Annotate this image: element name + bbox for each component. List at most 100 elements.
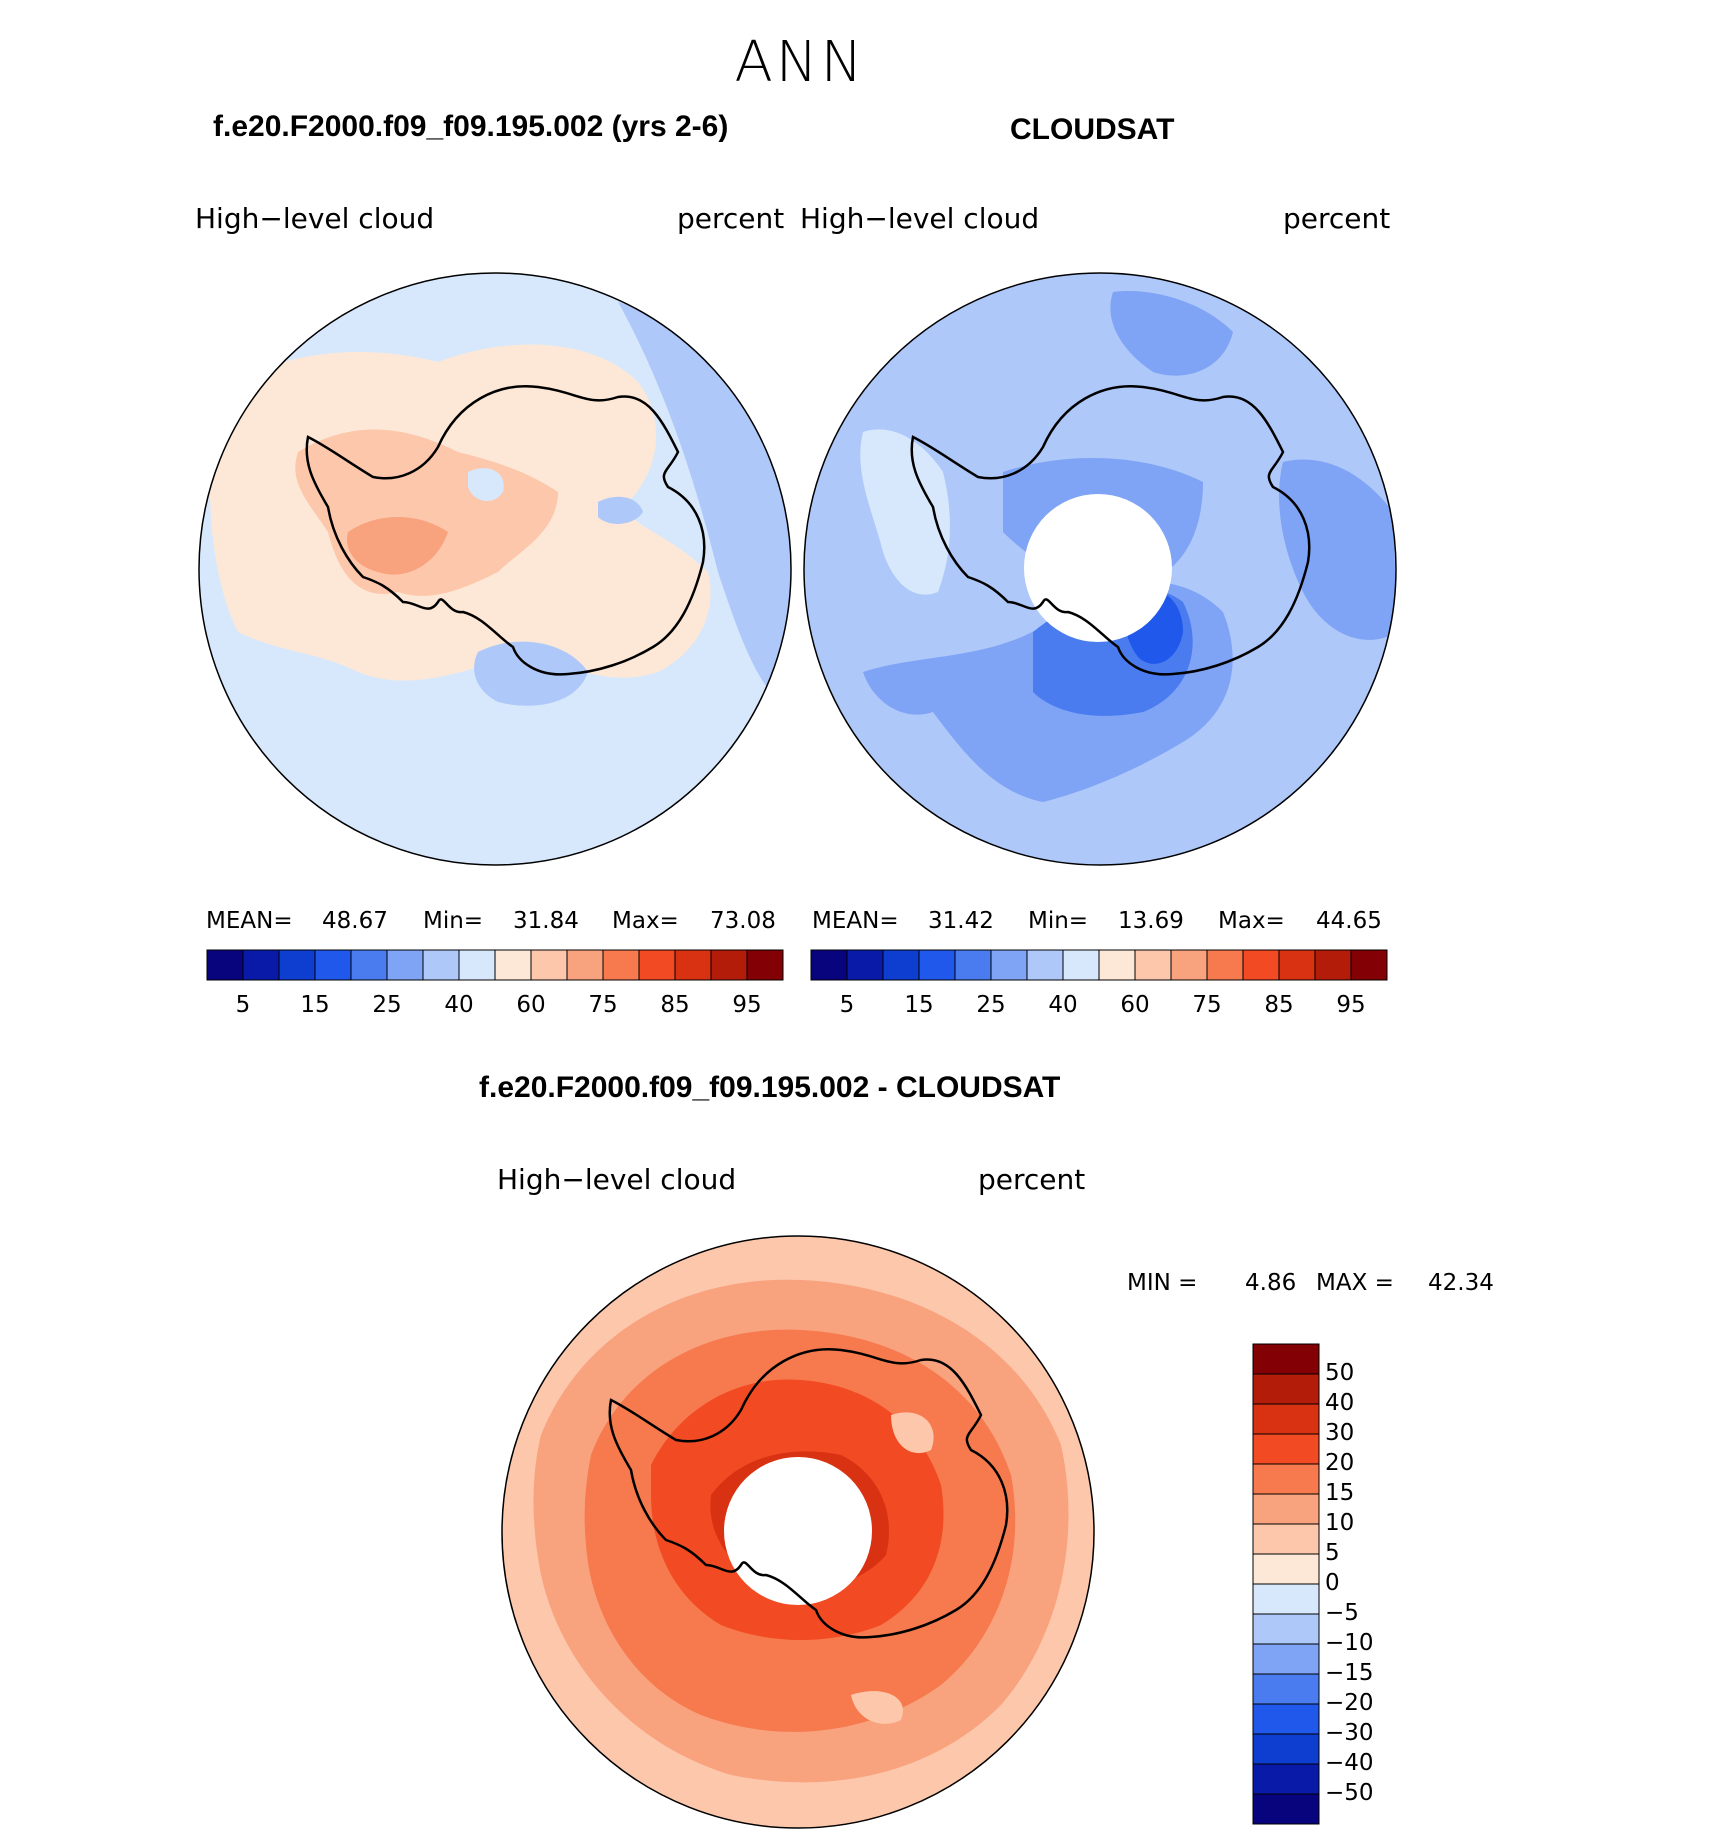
panel3-colorbar-tick-label: −20	[1325, 1690, 1374, 1716]
panel3-colorbar-swatch	[1252, 1373, 1320, 1405]
panel2-colorbar	[810, 949, 1388, 981]
panel3-colorbar	[1252, 1343, 1320, 1825]
panel1-min-value: 31.84	[513, 908, 579, 934]
panel1-colorbar-tick-label: 25	[372, 992, 402, 1018]
panel2-colorbar-swatch	[1134, 949, 1172, 981]
panel1-colorbar-tick-label: 60	[516, 992, 546, 1018]
panel2-colorbar-swatch	[1170, 949, 1208, 981]
page-title: ANN	[734, 30, 866, 95]
panel3-max-value: 42.34	[1428, 1270, 1494, 1296]
panel2-mean-label: MEAN=	[812, 908, 899, 934]
panel3-colorbar-swatch	[1252, 1643, 1320, 1675]
panel3-colorbar-swatch	[1252, 1583, 1320, 1615]
panel2-colorbar-tick-label: 25	[976, 992, 1006, 1018]
panel2-colorbar-tick-label: 75	[1192, 992, 1222, 1018]
panel3-colorbar-tick-label: 10	[1325, 1510, 1355, 1536]
panel2-colorbar-swatch	[810, 949, 848, 981]
panel1-colorbar-tick-label: 75	[588, 992, 618, 1018]
panel2-colorbar-swatch	[1350, 949, 1388, 981]
panel1-colorbar-swatch	[386, 949, 424, 981]
panel3-colorbar-swatch	[1252, 1793, 1320, 1825]
panel2-colorbar-swatch	[1026, 949, 1064, 981]
panel2-max-value: 44.65	[1316, 908, 1382, 934]
panel3-colorbar-tick-label: −15	[1325, 1660, 1374, 1686]
panel1-max-value: 73.08	[710, 908, 776, 934]
panel2-units-label: percent	[1283, 202, 1391, 235]
panel1-colorbar-swatch	[638, 949, 676, 981]
panel2-colorbar-tick-label: 85	[1264, 992, 1294, 1018]
panel3-variable-label: High−level cloud	[497, 1163, 737, 1196]
panel2-field-mid-north	[1110, 291, 1233, 376]
panel1-field-cool-spot-a	[474, 641, 588, 706]
panel2-colorbar-swatch	[1278, 949, 1316, 981]
panel2-colorbar-swatch	[918, 949, 956, 981]
panel1-polar-map	[198, 272, 792, 866]
panel3-units-label: percent	[978, 1163, 1086, 1196]
panel3-colorbar-tick-label: 5	[1325, 1540, 1340, 1566]
panel2-min-value: 13.69	[1118, 908, 1184, 934]
panel3-colorbar-tick-label: 50	[1325, 1360, 1355, 1386]
panel1-colorbar-swatch	[422, 949, 460, 981]
panel3-colorbar-swatch	[1252, 1493, 1320, 1525]
panel3-colorbar-tick-label: −50	[1325, 1780, 1374, 1806]
panel2-title: CLOUDSAT	[1010, 113, 1175, 146]
panel2-colorbar-swatch	[990, 949, 1028, 981]
panel3-colorbar-swatch	[1252, 1763, 1320, 1795]
panel2-min-label: Min=	[1028, 908, 1089, 934]
panel3-colorbar-swatch	[1252, 1673, 1320, 1705]
panel1-mean-value: 48.67	[322, 908, 388, 934]
panel1-colorbar-tick-label: 95	[732, 992, 762, 1018]
panel3-colorbar-tick-label: 40	[1325, 1390, 1355, 1416]
panel1-colorbar-swatch	[206, 949, 244, 981]
panel2-colorbar-tick-label: 5	[839, 992, 855, 1018]
panel1-field-cool-spot-b	[598, 496, 643, 524]
panel1-colorbar-tick-label: 15	[300, 992, 330, 1018]
panel3-min-value: 4.86	[1245, 1270, 1297, 1296]
panel1-field-low-east	[618, 302, 791, 712]
panel3-min-label: MIN =	[1127, 1270, 1198, 1296]
panel3-colorbar-tick-label: 20	[1325, 1450, 1355, 1476]
panel1-coastline	[305, 385, 706, 676]
panel2-colorbar-swatch	[846, 949, 884, 981]
panel3-colorbar-tick-label: −30	[1325, 1720, 1374, 1746]
panel1-mean-label: MEAN=	[206, 908, 293, 934]
panel1-colorbar-swatch	[530, 949, 568, 981]
panel2-colorbar-swatch	[882, 949, 920, 981]
panel1-title: f.e20.F2000.f09_f09.195.002 (yrs 2-6)	[213, 110, 729, 143]
panel1-colorbar-tick-label: 40	[444, 992, 474, 1018]
panel2-variable-label: High−level cloud	[800, 202, 1040, 235]
panel3-colorbar-tick-label: −40	[1325, 1750, 1374, 1776]
panel2-mean-value: 31.42	[928, 908, 994, 934]
panel3-colorbar-tick-label: −10	[1325, 1630, 1374, 1656]
panel2-colorbar-swatch	[1062, 949, 1100, 981]
panel2-colorbar-tick-label: 40	[1048, 992, 1078, 1018]
panel3-colorbar-tick-label: 30	[1325, 1420, 1355, 1446]
panel2-colorbar-swatch	[1098, 949, 1136, 981]
panel3-colorbar-tick-label: −5	[1325, 1600, 1359, 1626]
panel1-colorbar-tick-label: 85	[660, 992, 690, 1018]
panel3-field-weak-spot-b	[851, 1691, 903, 1724]
panel1-colorbar-tick-label: 5	[235, 992, 251, 1018]
panel2-colorbar-tick-label: 15	[904, 992, 934, 1018]
panel1-colorbar-swatch	[746, 949, 784, 981]
panel1-colorbar-swatch	[602, 949, 640, 981]
panel3-colorbar-swatch	[1252, 1403, 1320, 1435]
panel3-colorbar-swatch	[1252, 1523, 1320, 1555]
panel1-colorbar-swatch	[314, 949, 352, 981]
panel3-coastline	[608, 1348, 1009, 1639]
panel3-colorbar-swatch	[1252, 1613, 1320, 1645]
panel1-min-label: Min=	[423, 908, 484, 934]
panel1-colorbar-swatch	[494, 949, 532, 981]
panel1-variable-label: High−level cloud	[195, 202, 435, 235]
panel2-colorbar-swatch	[954, 949, 992, 981]
panel2-field-light-patch	[860, 429, 950, 595]
panel1-colorbar-swatch	[566, 949, 604, 981]
panel3-colorbar-swatch	[1252, 1463, 1320, 1495]
panel2-colorbar-swatch	[1206, 949, 1244, 981]
panel2-polar-map	[803, 272, 1397, 866]
panel1-colorbar-swatch	[710, 949, 748, 981]
panel3-colorbar-tick-label: 0	[1325, 1570, 1340, 1596]
panel1-colorbar-swatch	[278, 949, 316, 981]
panel3-max-label: MAX =	[1316, 1270, 1394, 1296]
panel3-colorbar-swatch	[1252, 1553, 1320, 1585]
